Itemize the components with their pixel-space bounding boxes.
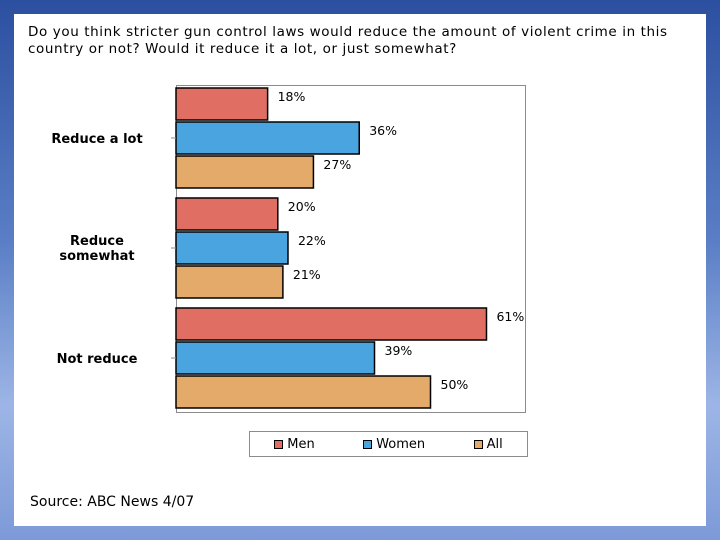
category-label-not-reduce: Not reduce bbox=[32, 352, 162, 367]
bar-women-not-reduce bbox=[175, 341, 376, 375]
data-label-men-reduce-a-lot: 18% bbox=[278, 89, 306, 104]
category-label-reduce-somewhat: Reduce somewhat bbox=[32, 234, 162, 264]
legend-item-women: Women bbox=[363, 437, 425, 452]
bar-women-reduce-a-lot bbox=[175, 121, 360, 155]
legend-label-men: Men bbox=[287, 436, 315, 452]
legend-label-all: All bbox=[486, 436, 503, 452]
data-label-all-reduce-somewhat: 21% bbox=[293, 267, 321, 282]
legend: Men Women All bbox=[249, 431, 528, 457]
category-label-line: Reduce a lot bbox=[51, 132, 143, 147]
bar-women-reduce-somewhat bbox=[175, 231, 289, 265]
data-label-all-reduce-a-lot: 27% bbox=[323, 157, 351, 172]
bar-men-reduce-a-lot bbox=[175, 87, 269, 121]
legend-item-men: Men bbox=[274, 436, 315, 452]
category-label-line: Not reduce bbox=[56, 352, 138, 367]
legend-item-all: All bbox=[473, 436, 503, 452]
category-label-reduce-a-lot: Reduce a lot bbox=[32, 132, 162, 147]
data-label-all-not-reduce: 50% bbox=[441, 377, 469, 392]
question-text: Do you think stricter gun control laws w… bbox=[28, 24, 668, 57]
data-label-women-not-reduce: 39% bbox=[385, 343, 413, 358]
data-label-women-reduce-a-lot: 36% bbox=[369, 123, 397, 138]
source-note: Source: ABC News 4/07 bbox=[30, 494, 195, 510]
data-label-men-not-reduce: 61% bbox=[496, 309, 524, 324]
bar-all-reduce-somewhat bbox=[175, 265, 284, 299]
legend-swatch-women bbox=[363, 439, 373, 449]
category-label-line: somewhat bbox=[59, 249, 135, 264]
bar-men-not-reduce bbox=[175, 307, 488, 341]
bar-all-not-reduce bbox=[175, 375, 432, 409]
category-label-line: Reduce bbox=[70, 234, 124, 249]
bar-men-reduce-somewhat bbox=[175, 197, 279, 231]
data-label-women-reduce-somewhat: 22% bbox=[298, 233, 326, 248]
bar-chart: 18% 36% 27% 20% 22% 21% 61% 39% 50% bbox=[171, 87, 524, 409]
legend-label-women: Women bbox=[376, 436, 426, 452]
slide-panel: Do you think stricter gun control laws w… bbox=[14, 14, 706, 526]
bar-all-reduce-a-lot bbox=[175, 155, 315, 189]
legend-swatch-men bbox=[274, 439, 284, 449]
data-label-men-reduce-somewhat: 20% bbox=[288, 199, 316, 214]
legend-swatch-all bbox=[473, 439, 483, 449]
